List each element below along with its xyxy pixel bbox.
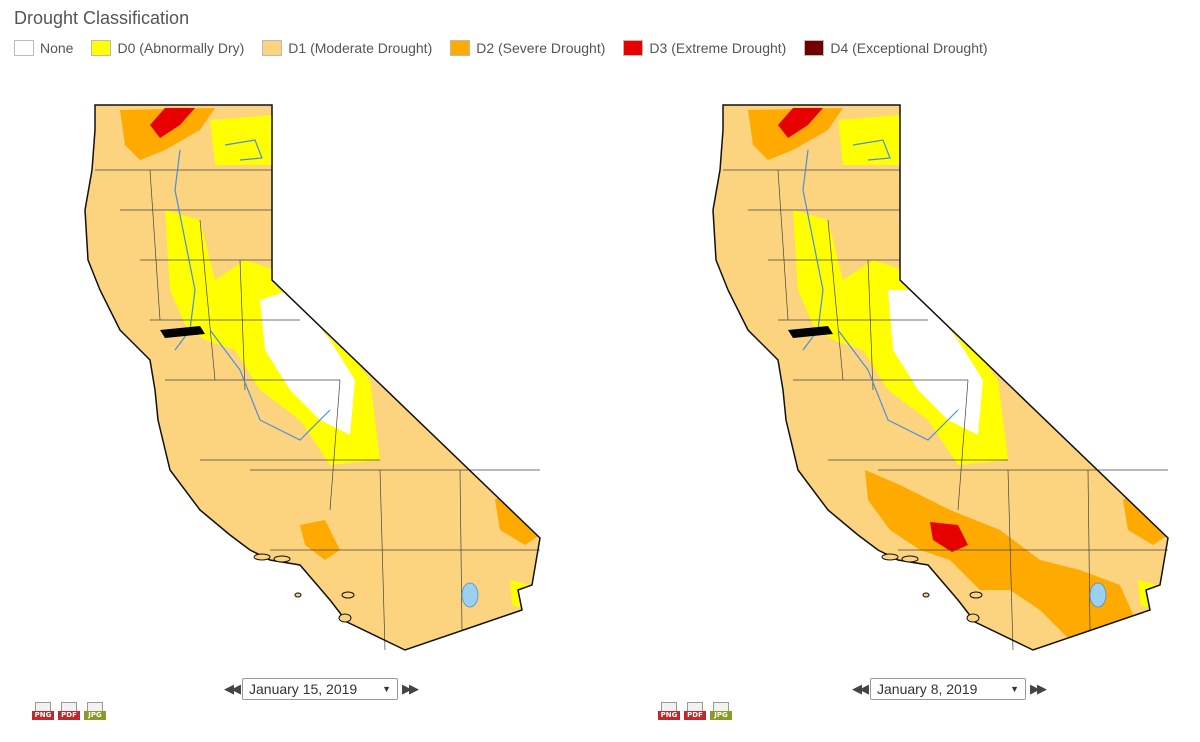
legend-item-d4: D4 (Exceptional Drought) [804, 40, 988, 56]
legend-item-none: None [14, 40, 73, 56]
california-drought-map [712, 104, 1169, 651]
pdf-file-icon[interactable]: PDF [684, 702, 706, 724]
png-file-icon[interactable]: PNG [658, 702, 680, 724]
legend-label: None [40, 40, 74, 56]
date-select-value: January 8, 2019 [877, 681, 978, 697]
legend-swatch [623, 40, 644, 56]
channel-islands [253, 553, 355, 623]
legend-label: D1 (Moderate Drought) [288, 40, 433, 56]
date-select[interactable]: January 8, 2019 ▼ [870, 678, 1026, 700]
delta-region [788, 326, 833, 338]
legend-swatch [14, 40, 34, 56]
date-select[interactable]: January 15, 2019 ▼ [242, 678, 398, 700]
d3-north-region [150, 108, 195, 138]
california-drought-map [84, 104, 541, 651]
legend-label: D0 (Abnormally Dry) [117, 40, 245, 56]
next-date-icon[interactable]: ▶▶ [1030, 681, 1047, 696]
download-icons: PNG PDF JPG [658, 702, 736, 724]
d2-north-region [120, 108, 215, 160]
next-date-icon[interactable]: ▶▶ [402, 681, 419, 696]
map-panel-left: ◀◀ January 15, 2019 ▼ ▶▶ PNG PDF JPG [0, 70, 600, 740]
drought-legend: None D0 (Abnormally Dry) D1 (Moderate Dr… [14, 40, 1006, 56]
png-file-icon[interactable]: PNG [32, 702, 54, 724]
jpg-file-icon[interactable]: JPG [710, 702, 732, 724]
legend-label: D4 (Exceptional Drought) [830, 40, 988, 56]
salton-sea [1089, 582, 1107, 608]
d2-south-region [865, 470, 1140, 640]
channel-islands [881, 553, 983, 623]
legend-item-d3: D3 (Extreme Drought) [623, 40, 786, 56]
legend-swatch [262, 40, 283, 56]
legend-swatch [91, 40, 112, 56]
d0-north-region [838, 115, 900, 165]
date-navigator: ◀◀ January 15, 2019 ▼ ▶▶ [220, 678, 420, 700]
delta-region [160, 326, 205, 338]
legend-title: Drought Classification [14, 8, 190, 28]
pdf-file-icon[interactable]: PDF [58, 702, 80, 724]
d2-north-region [748, 108, 843, 160]
d0-north-region [210, 115, 272, 165]
legend-item-d1: D1 (Moderate Drought) [262, 40, 432, 56]
d3-south-region [930, 522, 968, 552]
no-drought-region [260, 290, 355, 435]
county-lines [95, 169, 540, 651]
legend-label: D2 (Severe Drought) [476, 40, 606, 56]
chevron-down-icon: ▼ [382, 684, 391, 694]
previous-date-icon[interactable]: ◀◀ [852, 681, 869, 696]
jpg-file-icon[interactable]: JPG [84, 702, 106, 724]
state-outline [712, 104, 1169, 651]
legend-label: D3 (Extreme Drought) [649, 40, 787, 56]
download-icons: PNG PDF JPG [32, 702, 110, 724]
legend-swatch [450, 40, 471, 56]
chevron-down-icon: ▼ [1010, 684, 1019, 694]
date-navigator: ◀◀ January 8, 2019 ▼ ▶▶ [848, 678, 1048, 700]
legend-item-d2: D2 (Severe Drought) [450, 40, 605, 56]
county-lines [723, 169, 1168, 651]
date-select-value: January 15, 2019 [249, 681, 358, 697]
previous-date-icon[interactable]: ◀◀ [224, 681, 241, 696]
no-drought-region [888, 290, 983, 435]
legend-item-d0: D0 (Abnormally Dry) [91, 40, 244, 56]
salton-sea [461, 582, 479, 608]
state-outline [84, 104, 541, 651]
d3-north-region [778, 108, 823, 138]
map-panel-right: ◀◀ January 8, 2019 ▼ ▶▶ PNG PDF JPG [600, 70, 1200, 740]
legend-swatch [804, 40, 825, 56]
